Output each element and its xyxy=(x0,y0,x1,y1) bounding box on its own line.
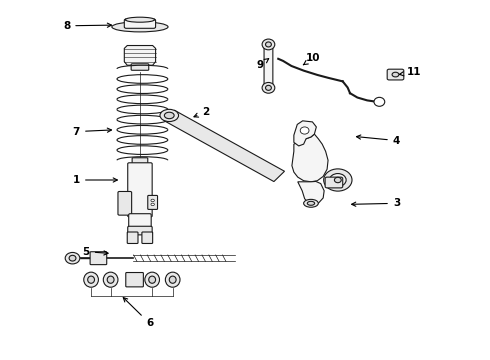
Text: 8: 8 xyxy=(63,21,112,31)
Ellipse shape xyxy=(392,72,399,77)
Ellipse shape xyxy=(307,201,315,205)
Ellipse shape xyxy=(149,276,156,283)
FancyBboxPatch shape xyxy=(118,192,132,215)
FancyBboxPatch shape xyxy=(124,19,156,28)
Polygon shape xyxy=(294,121,317,146)
Polygon shape xyxy=(298,181,324,205)
Text: 1: 1 xyxy=(73,175,118,185)
Ellipse shape xyxy=(266,42,271,47)
Ellipse shape xyxy=(107,276,114,283)
Ellipse shape xyxy=(304,199,318,207)
Ellipse shape xyxy=(169,276,176,283)
Polygon shape xyxy=(292,134,328,182)
Ellipse shape xyxy=(165,272,180,287)
Ellipse shape xyxy=(160,109,178,122)
Text: 10: 10 xyxy=(303,53,320,65)
Ellipse shape xyxy=(84,272,98,287)
FancyBboxPatch shape xyxy=(127,232,138,243)
Ellipse shape xyxy=(300,127,309,134)
Ellipse shape xyxy=(324,169,352,191)
Ellipse shape xyxy=(334,177,341,183)
FancyBboxPatch shape xyxy=(131,64,149,70)
Ellipse shape xyxy=(164,112,174,119)
Text: 5: 5 xyxy=(83,247,108,257)
Ellipse shape xyxy=(65,252,80,264)
FancyBboxPatch shape xyxy=(264,46,273,86)
Polygon shape xyxy=(164,110,285,181)
Ellipse shape xyxy=(151,203,154,206)
FancyBboxPatch shape xyxy=(142,232,153,243)
Ellipse shape xyxy=(125,17,155,22)
Text: 3: 3 xyxy=(352,198,400,208)
FancyBboxPatch shape xyxy=(126,273,144,287)
FancyBboxPatch shape xyxy=(132,158,148,170)
FancyBboxPatch shape xyxy=(387,69,404,80)
Ellipse shape xyxy=(151,199,154,202)
Text: 11: 11 xyxy=(399,67,421,77)
Ellipse shape xyxy=(266,85,271,90)
Ellipse shape xyxy=(262,39,275,50)
Text: 9: 9 xyxy=(256,59,269,70)
Ellipse shape xyxy=(112,22,168,32)
Ellipse shape xyxy=(88,276,95,283)
Ellipse shape xyxy=(103,272,118,287)
FancyBboxPatch shape xyxy=(148,195,158,210)
FancyBboxPatch shape xyxy=(325,177,343,188)
FancyBboxPatch shape xyxy=(128,226,152,235)
Text: 4: 4 xyxy=(357,135,400,145)
FancyBboxPatch shape xyxy=(128,163,152,217)
FancyBboxPatch shape xyxy=(129,214,151,229)
Ellipse shape xyxy=(69,255,76,261)
Text: 2: 2 xyxy=(194,107,210,117)
Polygon shape xyxy=(124,45,156,65)
Text: 7: 7 xyxy=(73,127,112,136)
Ellipse shape xyxy=(145,272,159,287)
Text: 6: 6 xyxy=(123,298,153,328)
Ellipse shape xyxy=(330,174,346,186)
Ellipse shape xyxy=(262,82,275,93)
FancyBboxPatch shape xyxy=(90,252,107,265)
Ellipse shape xyxy=(374,97,385,106)
